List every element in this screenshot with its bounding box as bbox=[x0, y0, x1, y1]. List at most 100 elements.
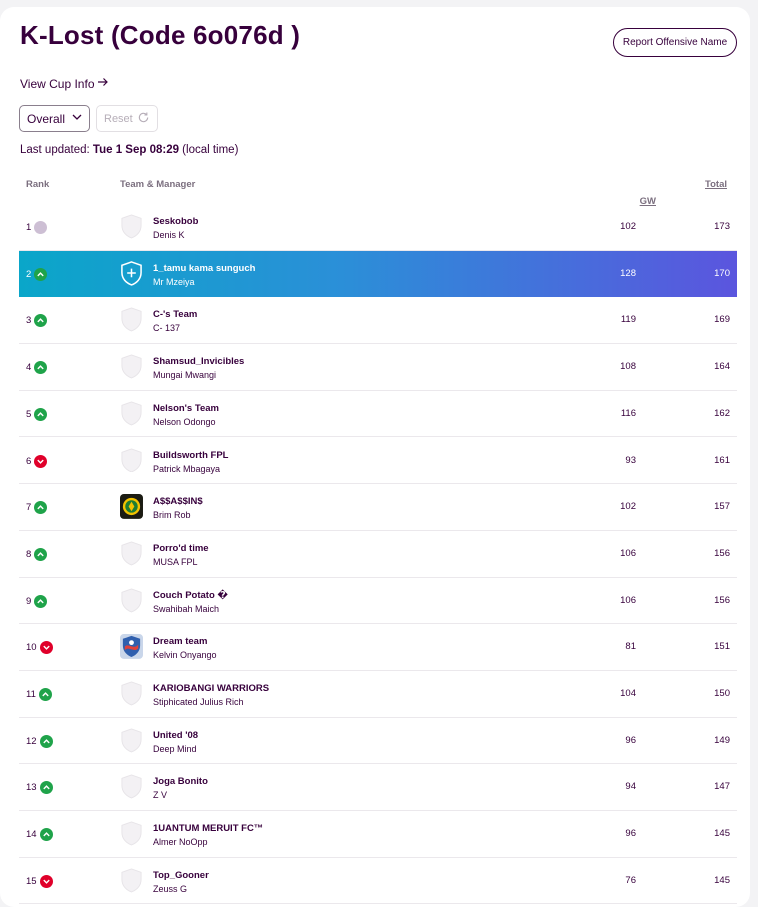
gw-points: 108 bbox=[620, 361, 636, 373]
team-name-link[interactable]: Buildsworth FPL bbox=[153, 449, 229, 461]
rank-up-icon bbox=[38, 688, 52, 701]
team-name-link[interactable]: Seskobob bbox=[153, 216, 199, 227]
total-points: 156 bbox=[714, 547, 730, 559]
team-name-link[interactable]: Shamsud_Invicibles bbox=[153, 356, 245, 368]
rank-value: 3 bbox=[26, 315, 32, 327]
rank-same-icon bbox=[34, 221, 48, 234]
refresh-icon bbox=[137, 111, 150, 127]
table-row[interactable]: 4 Shamsud_Invicibles Mungai Mwangi 108 164 bbox=[19, 344, 737, 391]
table-row[interactable]: 10 Dream team Kelvin Onyango 81 151 bbox=[19, 624, 737, 671]
team-name-link[interactable]: Couch Potato � bbox=[153, 589, 228, 601]
manager-name: C- 137 bbox=[153, 323, 181, 334]
rank-value: 15 bbox=[26, 875, 37, 887]
total-points: 145 bbox=[714, 874, 730, 886]
team-badge-icon bbox=[120, 401, 143, 427]
team-badge-icon bbox=[120, 588, 143, 614]
rank-down-icon bbox=[39, 874, 53, 888]
rank-cell: 10 bbox=[26, 641, 53, 655]
team-badge-icon bbox=[120, 681, 143, 707]
rank-cell: 13 bbox=[26, 781, 53, 795]
gw-points: 106 bbox=[620, 594, 636, 606]
total-points: 164 bbox=[714, 361, 730, 373]
team-name-link[interactable]: Top_Gooner bbox=[153, 869, 209, 881]
table-row[interactable]: 2 1_tamu kama sunguch Mr Mzeiya 128 170 bbox=[19, 250, 737, 298]
manager-name: Nelson Odongo bbox=[153, 416, 216, 427]
cup-link-label: View Cup Info bbox=[20, 76, 95, 91]
team-badge-icon bbox=[120, 307, 143, 333]
reset-button[interactable]: Reset bbox=[96, 105, 158, 132]
last-updated-prefix: Last updated: bbox=[20, 144, 93, 156]
rank-cell: 6 bbox=[26, 454, 48, 468]
manager-name: Zeuss G bbox=[153, 883, 188, 894]
total-points: 147 bbox=[714, 781, 730, 793]
table-row[interactable]: 8 Porro'd time MUSA FPL 106 156 bbox=[19, 531, 737, 578]
team-name-link[interactable]: C-'s Team bbox=[153, 309, 198, 321]
rank-cell: 15 bbox=[26, 874, 53, 888]
table-row[interactable]: 13 Joga Bonito Z V 94 147 bbox=[19, 764, 737, 812]
rank-cell: 2 bbox=[26, 267, 48, 281]
reset-label: Reset bbox=[104, 112, 133, 125]
table-row[interactable]: 1 Seskobob Denis K 102 173 bbox=[19, 204, 737, 251]
team-name-link[interactable]: KARIOBANGI WARRIORS bbox=[153, 683, 270, 694]
total-points: 161 bbox=[714, 454, 730, 466]
total-points: 156 bbox=[714, 594, 730, 606]
team-name-link[interactable]: Nelson's Team bbox=[153, 402, 219, 414]
table-row[interactable]: 11 KARIOBANGI WARRIORS Stiphicated Julius … bbox=[19, 671, 737, 718]
total-points: 170 bbox=[714, 267, 730, 279]
page-title: K-Lost (Code 6o076d ) bbox=[20, 20, 301, 50]
rank-up-icon bbox=[34, 594, 48, 608]
phase-select[interactable]: Overall bbox=[19, 105, 90, 132]
manager-name: Stiphicated Julius Rich bbox=[153, 697, 244, 707]
arrow-right-icon bbox=[97, 76, 109, 91]
rank-value: 7 bbox=[26, 502, 32, 514]
team-name-link[interactable]: United '08 bbox=[153, 729, 199, 741]
team-badge-icon bbox=[120, 214, 143, 240]
rank-up-icon bbox=[39, 828, 53, 842]
team-name-link[interactable]: A$$A$$IN$ bbox=[153, 496, 203, 508]
manager-name: MUSA FPL bbox=[153, 556, 198, 567]
total-points: 157 bbox=[714, 501, 730, 513]
rank-value: 11 bbox=[26, 689, 36, 700]
gw-points: 104 bbox=[620, 688, 636, 699]
manager-name: Almer NoOpp bbox=[153, 837, 208, 848]
team-badge-icon bbox=[120, 354, 143, 380]
view-cup-info-link[interactable]: View Cup Info bbox=[20, 76, 109, 91]
team-name-link[interactable]: 1UANTUM MERUIT FC™ bbox=[153, 823, 264, 835]
manager-name: Kelvin Onyango bbox=[153, 650, 217, 661]
manager-name: Deep Mind bbox=[153, 743, 197, 754]
gw-points: 128 bbox=[620, 267, 636, 279]
gw-points: 76 bbox=[625, 874, 636, 886]
table-row[interactable]: 3 C-'s Team C- 137 119 169 bbox=[19, 297, 737, 345]
rank-value: 14 bbox=[26, 829, 37, 841]
manager-name: Swahibah Maich bbox=[153, 603, 220, 614]
rank-up-icon bbox=[39, 734, 53, 748]
team-name-link[interactable]: Joga Bonito bbox=[153, 776, 208, 788]
team-badge-icon bbox=[120, 494, 143, 520]
table-row[interactable]: 7 A$$A$$IN$ Brim Rob 102 157 bbox=[19, 484, 737, 531]
rank-value: 5 bbox=[26, 408, 32, 420]
table-row[interactable]: 9 Couch Potato � Swahibah Maich 106 156 bbox=[19, 578, 737, 625]
team-badge-icon bbox=[120, 634, 143, 660]
col-gw[interactable]: GW bbox=[639, 196, 656, 207]
report-offensive-name-button[interactable]: Report Offensive Name bbox=[613, 28, 737, 57]
table-row[interactable]: 12 United '08 Deep Mind 96 149 bbox=[19, 718, 737, 765]
rank-down-icon bbox=[34, 454, 48, 468]
team-name-link[interactable]: Porro'd time bbox=[153, 542, 209, 554]
gw-points: 102 bbox=[620, 501, 636, 513]
col-rank: Rank bbox=[26, 179, 50, 190]
col-total[interactable]: Total bbox=[705, 179, 727, 190]
table-row[interactable]: 15 Top_Gooner Zeuss G 76 145 bbox=[19, 858, 737, 905]
table-row[interactable]: 5 Nelson's Team Nelson Odongo 116 162 bbox=[19, 391, 737, 438]
team-name-link[interactable]: 1_tamu kama sunguch bbox=[153, 262, 256, 274]
rank-up-icon bbox=[34, 501, 48, 515]
team-badge-icon bbox=[120, 541, 143, 567]
team-name-link[interactable]: Dream team bbox=[153, 636, 208, 648]
rank-cell: 11 bbox=[26, 688, 52, 701]
manager-name: Brim Rob bbox=[153, 510, 191, 521]
rank-value: 8 bbox=[26, 548, 32, 560]
table-row[interactable]: 14 1UANTUM MERUIT FC™ Almer NoOpp 96 145 bbox=[19, 811, 737, 858]
rank-up-icon bbox=[34, 547, 48, 561]
table-row[interactable]: 6 Buildsworth FPL Patrick Mbagaya 93 161 bbox=[19, 438, 737, 485]
rank-value: 4 bbox=[26, 362, 32, 374]
team-badge-icon bbox=[120, 774, 143, 800]
